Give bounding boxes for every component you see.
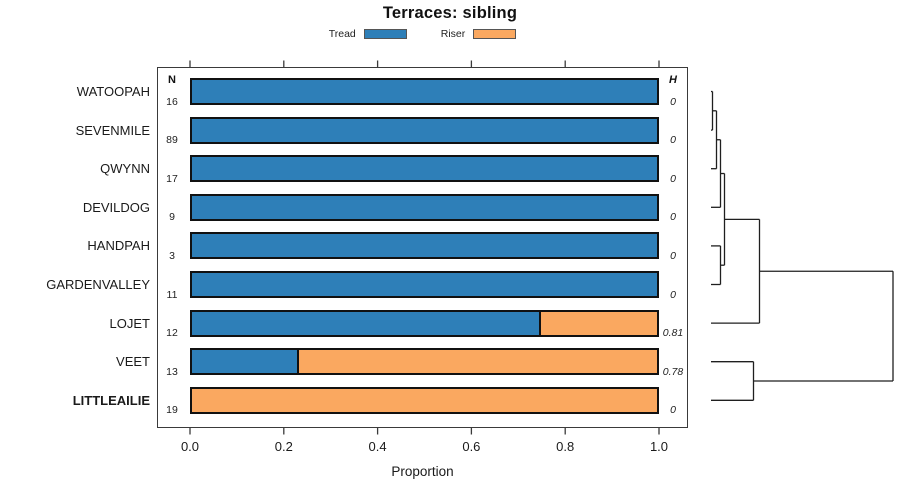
tread-segment xyxy=(192,195,657,219)
h-value-veet: 0.78 xyxy=(662,365,684,378)
n-value-devildog: 9 xyxy=(169,211,175,224)
tread-segment xyxy=(192,118,657,142)
chart-title: Terraces: sibling xyxy=(382,4,518,22)
legend-item-tread: Tread xyxy=(329,28,407,40)
x-tick-label: 0.6 xyxy=(462,439,481,454)
tread-segment xyxy=(192,234,657,258)
category-label-littleailie: LITTLEAILIE xyxy=(72,392,150,408)
n-value-lojet: 12 xyxy=(166,327,178,340)
x-tick-label: 0.4 xyxy=(368,439,387,454)
tread-segment xyxy=(192,80,657,103)
h-value-watoopah: 0 xyxy=(670,95,676,108)
legend-swatch-tread xyxy=(363,29,407,39)
category-label-lojet: LOJET xyxy=(109,315,150,331)
category-label-watoopah: WATOOPAH xyxy=(76,84,150,99)
legend-item-riser: Riser xyxy=(441,28,517,40)
stacked-bar-devildog xyxy=(190,193,659,221)
x-tick-label: 0.8 xyxy=(556,439,575,454)
stacked-bar-qwynn xyxy=(190,155,659,183)
tread-segment xyxy=(192,273,657,296)
x-tick-label: 1.0 xyxy=(649,439,669,454)
n-value-sevenmile: 89 xyxy=(166,134,178,147)
h-value-qwynn: 0 xyxy=(670,172,676,185)
n-value-littleailie: 19 xyxy=(166,404,178,417)
n-value-watoopah: 16 xyxy=(166,95,178,108)
category-label-devildog: DEVILDOG xyxy=(82,199,150,215)
legend-swatch-riser xyxy=(473,29,517,39)
h-column-header: H xyxy=(669,74,677,86)
h-value-handpah: 0 xyxy=(670,249,676,262)
n-value-gardenvalley: 11 xyxy=(166,288,178,301)
n-value-veet: 13 xyxy=(166,365,178,378)
plot-area xyxy=(157,67,688,428)
x-tick-label: 0.2 xyxy=(274,439,293,454)
legend-label-riser: Riser xyxy=(440,28,466,40)
stacked-bar-veet xyxy=(190,348,659,376)
x-tick-label: 0.0 xyxy=(180,439,200,454)
h-value-lojet: 0.81 xyxy=(662,327,684,340)
h-value-sevenmile: 0 xyxy=(670,134,676,147)
category-label-handpah: HANDPAH xyxy=(87,238,150,254)
n-column-header: N xyxy=(168,74,176,86)
h-value-devildog: 0 xyxy=(670,211,676,224)
tread-segment xyxy=(192,311,541,335)
category-label-qwynn: QWYNN xyxy=(100,161,150,177)
legend: Tread Riser xyxy=(157,25,688,43)
category-label-sevenmile: SEVENMILE xyxy=(75,122,150,138)
n-value-handpah: 3 xyxy=(169,249,175,262)
tread-segment xyxy=(192,350,299,374)
legend-label-tread: Tread xyxy=(328,28,356,40)
stacked-bar-littleailie xyxy=(190,386,659,414)
x-axis-label: Proportion xyxy=(391,464,454,479)
stacked-bar-watoopah xyxy=(190,78,659,105)
h-value-gardenvalley: 0 xyxy=(670,288,676,301)
stacked-bar-gardenvalley xyxy=(190,271,659,298)
n-value-qwynn: 17 xyxy=(166,172,178,185)
category-label-gardenvalley: GARDENVALLEY xyxy=(46,277,150,292)
stacked-bar-sevenmile xyxy=(190,116,659,144)
stacked-bar-handpah xyxy=(190,232,659,260)
h-value-littleailie: 0 xyxy=(670,404,676,417)
tread-segment xyxy=(192,157,657,181)
category-label-veet: VEET xyxy=(116,354,150,370)
stacked-bar-lojet xyxy=(190,309,659,337)
